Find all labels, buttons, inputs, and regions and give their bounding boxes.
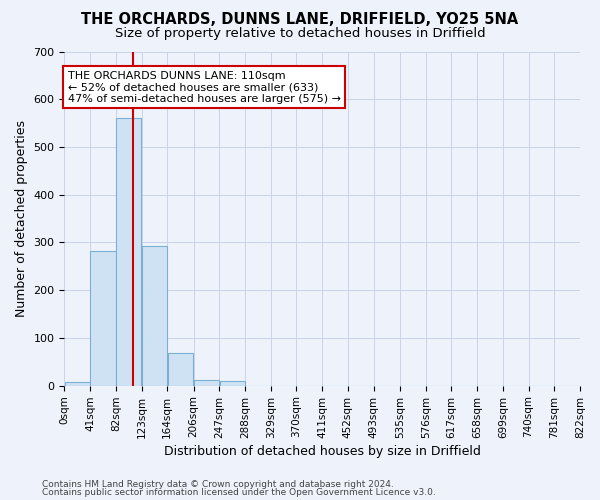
X-axis label: Distribution of detached houses by size in Driffield: Distribution of detached houses by size … [164, 444, 481, 458]
Bar [194, 380, 219, 386]
Text: Size of property relative to detached houses in Driffield: Size of property relative to detached ho… [115, 28, 485, 40]
Text: THE ORCHARDS, DUNNS LANE, DRIFFIELD, YO25 5NA: THE ORCHARDS, DUNNS LANE, DRIFFIELD, YO2… [82, 12, 518, 28]
Bar [142, 246, 167, 386]
Bar [91, 250, 116, 386]
Bar [116, 118, 141, 386]
Bar [65, 382, 90, 386]
Bar [167, 353, 193, 386]
Text: Contains HM Land Registry data © Crown copyright and database right 2024.: Contains HM Land Registry data © Crown c… [42, 480, 394, 489]
Text: THE ORCHARDS DUNNS LANE: 110sqm
← 52% of detached houses are smaller (633)
47% o: THE ORCHARDS DUNNS LANE: 110sqm ← 52% of… [68, 70, 341, 104]
Bar [220, 381, 245, 386]
Y-axis label: Number of detached properties: Number of detached properties [15, 120, 28, 317]
Text: Contains public sector information licensed under the Open Government Licence v3: Contains public sector information licen… [42, 488, 436, 497]
